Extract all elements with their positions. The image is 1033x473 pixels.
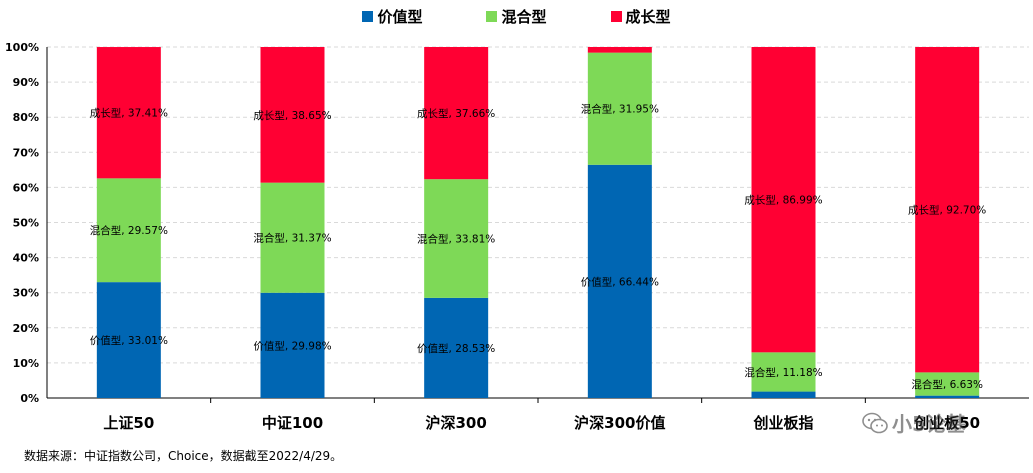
watermark: 小5论基 — [862, 408, 966, 437]
y-tick-label: 90% — [13, 76, 39, 89]
y-tick-label: 20% — [13, 322, 39, 335]
bar-segment-value — [424, 297, 489, 398]
data-source-note: 数据来源：中证指数公司，Choice，数据截至2022/4/29。 — [24, 449, 343, 463]
bar-segment-growth — [587, 47, 652, 53]
data-label: 成长型, 37.41% — [90, 107, 168, 120]
data-label: 成长型, 92.70% — [908, 204, 986, 217]
bar-segment-growth — [96, 47, 161, 179]
data-label: 混合型, 6.63% — [911, 378, 983, 391]
y-tick-label: 100% — [5, 41, 39, 54]
bar-segment-growth — [915, 47, 980, 373]
legend-label-growth: 成长型 — [625, 8, 671, 26]
y-tick-label: 60% — [13, 181, 39, 194]
data-label: 成长型, 37.66% — [417, 107, 495, 120]
y-tick-label: 80% — [13, 111, 39, 124]
bar-segment-growth — [424, 47, 489, 180]
y-tick-label: 70% — [13, 146, 39, 159]
bar-segment-value — [96, 282, 161, 398]
bar-segment-growth — [751, 47, 816, 353]
y-tick-label: 30% — [13, 287, 39, 300]
data-label: 价值型, 28.53% — [417, 342, 495, 355]
x-category-label: 创业板50 — [913, 414, 980, 432]
bar-segment-blend — [260, 182, 325, 293]
y-tick-label: 0% — [20, 392, 39, 405]
data-label: 混合型, 29.57% — [90, 224, 168, 237]
data-label: 成长型, 86.99% — [744, 194, 822, 207]
wechat-icon — [862, 412, 888, 433]
bar-segment-blend — [915, 372, 980, 396]
data-label: 混合型, 31.95% — [581, 103, 659, 116]
bar-segment-value — [260, 292, 325, 398]
data-label: 混合型, 11.18% — [744, 366, 822, 379]
legend-swatch-growth — [610, 11, 622, 22]
bar-segment-value — [587, 164, 652, 398]
x-category-label: 沪深300价值 — [574, 414, 665, 432]
legend-item-growth: 成长型 — [610, 6, 671, 27]
x-category-label: 创业板指 — [752, 414, 813, 432]
legend-swatch-blend — [486, 11, 498, 22]
data-label: 成长型, 38.65% — [253, 109, 331, 122]
bar-segment-growth — [260, 47, 325, 183]
x-category-label: 上证50 — [103, 414, 154, 432]
legend-label-blend: 混合型 — [501, 8, 547, 26]
legend-item-blend: 混合型 — [486, 6, 547, 27]
bar-segment-value — [915, 395, 980, 398]
x-category-label: 中证100 — [262, 414, 323, 432]
bar-segment-blend — [587, 52, 652, 165]
data-label: 混合型, 31.37% — [253, 232, 331, 245]
data-label: 价值型, 29.98% — [253, 339, 331, 352]
bar-segment-blend — [96, 178, 161, 283]
data-label: 价值型, 66.44% — [581, 275, 659, 288]
legend-swatch-value — [362, 11, 374, 22]
y-tick-label: 10% — [13, 357, 39, 370]
chart-legend: 价值型 混合型 成长型 — [0, 6, 1033, 27]
legend-item-value: 价值型 — [362, 6, 422, 27]
y-tick-label: 40% — [13, 252, 39, 265]
x-category-label: 沪深300 — [426, 414, 487, 432]
bar-segment-value — [751, 391, 816, 398]
legend-label-value: 价值型 — [377, 8, 423, 26]
bar-segment-blend — [751, 352, 816, 392]
data-label: 价值型, 33.01% — [90, 334, 168, 347]
bar-segment-blend — [424, 179, 489, 298]
watermark-text: 小5论基 — [892, 412, 966, 436]
y-tick-label: 50% — [13, 217, 39, 230]
data-label: 混合型, 33.81% — [417, 233, 495, 246]
